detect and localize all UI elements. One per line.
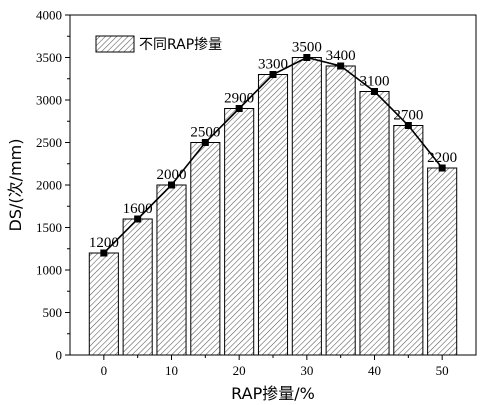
- data-label: 1600: [123, 201, 153, 217]
- x-tick-label: 40: [368, 363, 381, 378]
- bar: [224, 108, 255, 356]
- data-point-marker: [269, 71, 277, 78]
- data-label: 1200: [89, 235, 119, 251]
- y-tick-label: 2500: [36, 135, 62, 150]
- data-point-marker: [134, 215, 142, 223]
- legend-swatch: [95, 35, 135, 53]
- data-point-marker: [303, 54, 311, 61]
- data-label: 2200: [427, 150, 457, 166]
- data-point-marker: [404, 122, 412, 129]
- data-label: 2500: [190, 125, 220, 141]
- x-tick-label: 20: [233, 363, 246, 378]
- axes-group: 0 500 1000 1500 2000 2500 3000 3500 4000 0 10 20 30 4…: [36, 8, 449, 379]
- y-tick-label: 4000: [36, 8, 62, 23]
- data-label: 3100: [360, 74, 390, 90]
- legend: 不同RAP掺量: [95, 35, 222, 53]
- data-point-marker: [337, 62, 345, 70]
- y-tick-label: 1500: [36, 220, 62, 235]
- data-point-marker: [235, 105, 243, 112]
- bar: [325, 65, 356, 356]
- data-label: 2700: [393, 108, 423, 124]
- y-tick-label: 3500: [36, 50, 62, 65]
- data-label: 3400: [326, 48, 356, 64]
- y-tick-label: 0: [56, 348, 63, 363]
- data-label: 3300: [258, 57, 288, 73]
- x-tick-label: 50: [436, 363, 449, 378]
- bar: [122, 218, 153, 356]
- y-tick-label: 2000: [36, 178, 62, 193]
- data-label: 2900: [224, 91, 254, 107]
- data-point-marker: [438, 164, 446, 172]
- bar: [257, 74, 289, 356]
- bars-group: [88, 57, 458, 356]
- x-tick-label: 30: [300, 363, 313, 378]
- legend-label: 不同RAP掺量: [139, 36, 222, 53]
- data-label: 3500: [292, 40, 322, 56]
- bar: [359, 91, 390, 356]
- bar: [156, 184, 187, 356]
- data-point-marker: [100, 249, 108, 257]
- bar: [88, 252, 119, 356]
- y-axis-title: DS/(次/mm): [6, 139, 25, 232]
- bar: [291, 57, 322, 356]
- data-point-marker: [371, 88, 378, 95]
- bar: [427, 167, 458, 356]
- y-tick-label: 500: [43, 305, 63, 320]
- x-axis-title: RAP掺量/%: [231, 384, 315, 403]
- line-series-group: [100, 54, 446, 257]
- data-point-marker: [168, 181, 175, 189]
- data-point-marker: [201, 139, 209, 146]
- x-tick-label: 0: [101, 363, 108, 378]
- bar: [393, 125, 424, 356]
- data-label: 2000: [157, 167, 187, 183]
- y-tick-label: 3000: [36, 93, 62, 108]
- bar: [190, 142, 221, 356]
- y-tick-label: 1000: [36, 263, 62, 278]
- x-tick-label: 10: [165, 363, 178, 378]
